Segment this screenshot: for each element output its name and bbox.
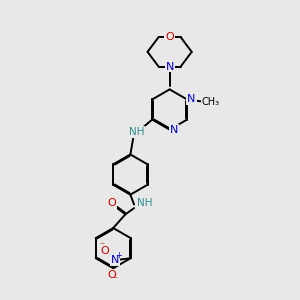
Text: N: N [170,124,178,135]
Text: ⁻: ⁻ [99,242,104,251]
Text: N: N [165,61,174,72]
Text: CH₃: CH₃ [202,97,220,107]
Text: NH: NH [128,127,144,137]
Text: O: O [107,270,116,280]
Text: ⁻: ⁻ [112,275,118,285]
Text: O: O [101,246,110,256]
Text: N: N [187,94,196,104]
Text: NH: NH [136,198,152,208]
Text: O: O [165,32,174,42]
Text: O: O [107,199,116,208]
Text: N: N [111,255,120,265]
Text: +: + [115,251,122,260]
